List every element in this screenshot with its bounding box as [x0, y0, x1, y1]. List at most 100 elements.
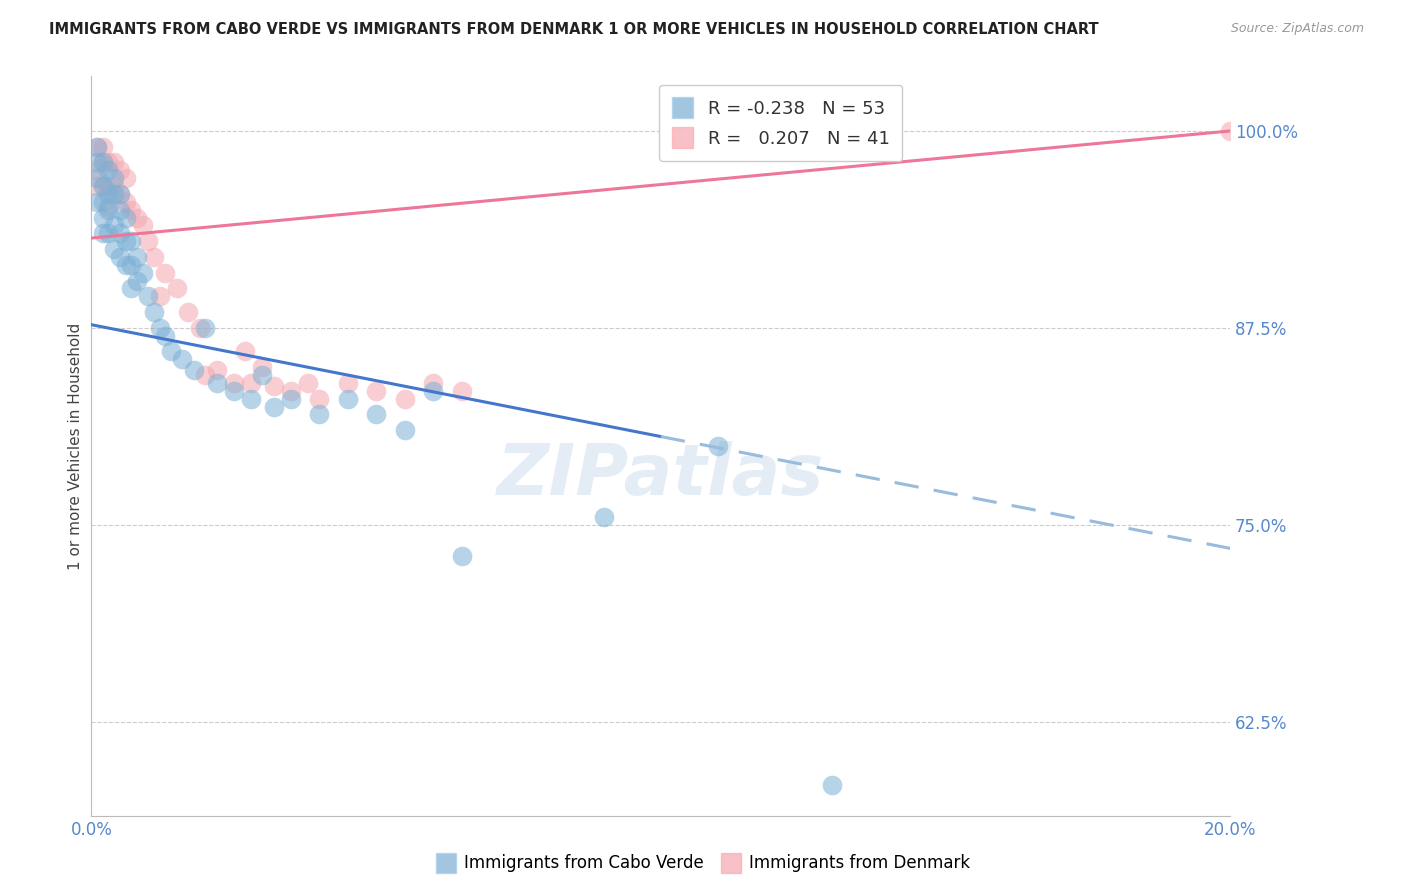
Point	[114, 258, 136, 272]
Point	[149, 289, 172, 303]
Point	[108, 250, 131, 264]
Point	[155, 328, 177, 343]
Point	[336, 376, 359, 390]
Point	[97, 186, 120, 201]
Point	[91, 155, 114, 169]
Point	[160, 344, 183, 359]
Point	[125, 211, 148, 225]
Y-axis label: 1 or more Vehicles in Household: 1 or more Vehicles in Household	[67, 322, 83, 570]
Point	[706, 439, 728, 453]
Point	[422, 376, 444, 390]
Point	[91, 139, 114, 153]
Point	[250, 360, 273, 375]
Point	[308, 392, 330, 406]
Legend: R = -0.238   N = 53, R =   0.207   N = 41: R = -0.238 N = 53, R = 0.207 N = 41	[659, 85, 903, 161]
Point	[155, 266, 177, 280]
Point	[143, 305, 166, 319]
Point	[108, 227, 131, 241]
Point	[103, 171, 125, 186]
Point	[194, 368, 217, 383]
Point	[280, 392, 302, 406]
Text: ZIPatlas: ZIPatlas	[498, 442, 824, 510]
Point	[166, 281, 188, 295]
Point	[239, 376, 262, 390]
Point	[86, 163, 108, 178]
Point	[120, 234, 142, 248]
Point	[125, 274, 148, 288]
Point	[177, 305, 200, 319]
Point	[97, 200, 120, 214]
Point	[250, 368, 273, 383]
Point	[86, 155, 108, 169]
Legend: Immigrants from Cabo Verde, Immigrants from Denmark: Immigrants from Cabo Verde, Immigrants f…	[429, 847, 977, 880]
Point	[114, 171, 136, 186]
Point	[103, 155, 125, 169]
Point	[108, 186, 131, 201]
Point	[394, 392, 416, 406]
Point	[593, 509, 616, 524]
Point	[91, 211, 114, 225]
Point	[143, 250, 166, 264]
Text: IMMIGRANTS FROM CABO VERDE VS IMMIGRANTS FROM DENMARK 1 OR MORE VEHICLES IN HOUS: IMMIGRANTS FROM CABO VERDE VS IMMIGRANTS…	[49, 22, 1099, 37]
Point	[263, 400, 285, 414]
Point	[120, 202, 142, 217]
Point	[125, 250, 148, 264]
Point	[97, 163, 120, 178]
Point	[222, 376, 245, 390]
Point	[103, 242, 125, 256]
Point	[138, 289, 160, 303]
Point	[394, 423, 416, 437]
Point	[205, 376, 228, 390]
Point	[120, 281, 142, 295]
Point	[263, 379, 285, 393]
Point	[131, 266, 153, 280]
Point	[138, 234, 160, 248]
Point	[86, 139, 108, 153]
Point	[97, 155, 120, 169]
Point	[108, 186, 131, 201]
Point	[108, 163, 131, 178]
Point	[86, 139, 108, 153]
Point	[131, 219, 153, 233]
Point	[120, 258, 142, 272]
Point	[233, 344, 256, 359]
Point	[1219, 124, 1241, 138]
Point	[114, 211, 136, 225]
Point	[103, 186, 125, 201]
Point	[86, 179, 108, 194]
Point	[91, 155, 114, 169]
Point	[86, 194, 108, 209]
Point	[97, 179, 120, 194]
Point	[194, 321, 217, 335]
Point	[297, 376, 319, 390]
Point	[422, 384, 444, 398]
Point	[450, 384, 472, 398]
Point	[336, 392, 359, 406]
Point	[97, 227, 120, 241]
Point	[86, 171, 108, 186]
Point	[114, 234, 136, 248]
Point	[103, 179, 125, 194]
Point	[91, 179, 114, 194]
Point	[149, 321, 172, 335]
Point	[205, 363, 228, 377]
Point	[188, 321, 211, 335]
Point	[450, 549, 472, 564]
Point	[91, 194, 114, 209]
Point	[172, 352, 194, 367]
Point	[308, 408, 330, 422]
Point	[183, 363, 205, 377]
Point	[364, 408, 387, 422]
Point	[97, 202, 120, 217]
Point	[91, 179, 114, 194]
Point	[91, 227, 114, 241]
Point	[103, 219, 125, 233]
Point	[239, 392, 262, 406]
Point	[280, 384, 302, 398]
Point	[114, 194, 136, 209]
Point	[108, 202, 131, 217]
Point	[222, 384, 245, 398]
Text: Source: ZipAtlas.com: Source: ZipAtlas.com	[1230, 22, 1364, 36]
Point	[364, 384, 387, 398]
Point	[820, 778, 842, 792]
